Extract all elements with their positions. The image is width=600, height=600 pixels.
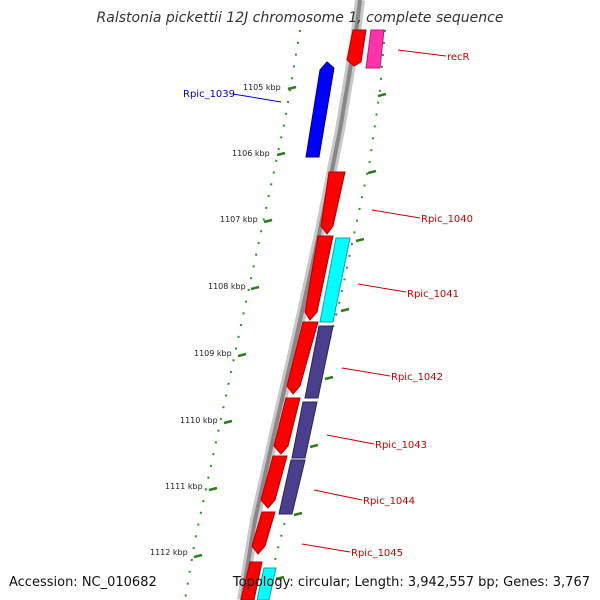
gene-label-rpic-1039: Rpic_1039 <box>183 89 235 100</box>
outer-kbp-tick <box>237 352 247 358</box>
kbp-label-1106: 1106 kbp <box>232 149 270 158</box>
gene-arrow-bottom-red <box>240 561 263 600</box>
gene-arrow-rpic-1039 <box>305 61 335 158</box>
kbp-label-1107: 1107 kbp <box>220 215 258 224</box>
leader-rpic-1042 <box>341 367 391 377</box>
gene-label-recR: recR <box>447 52 470 63</box>
inner-kbp-tick <box>377 92 387 98</box>
map-title: Ralstonia pickettii 12J chromosome 1, co… <box>96 10 504 26</box>
gene-arrow-rpic-1041-cyan <box>319 237 351 323</box>
outer-dotted-track <box>184 29 301 600</box>
inner-kbp-tick <box>324 375 334 381</box>
gene-arrow-recR <box>365 29 385 69</box>
leader-rpic-1039 <box>232 93 282 103</box>
outer-kbp-tick <box>223 419 233 425</box>
kbp-label-1108: 1108 kbp <box>208 282 246 291</box>
gene-arrow-rpic-1044-purple <box>278 459 306 515</box>
label-leader-lines <box>232 49 447 553</box>
gene-label-rpic-1041: Rpic_1041 <box>407 289 459 300</box>
gene-arrow-rpic-1041 <box>304 235 334 321</box>
inner-dotted-track <box>264 29 386 600</box>
gene-arrow-rpic-1042 <box>286 321 319 395</box>
leader-rpic-1044 <box>313 489 363 501</box>
kbp-label-1109: 1109 kbp <box>194 349 232 358</box>
outer-kbp-tick <box>250 285 260 291</box>
outer-kbp-tick <box>208 486 218 492</box>
inner-kbp-tick <box>340 307 350 313</box>
gene-arrow-rpic-1040 <box>320 171 346 235</box>
kbp-label-1110: 1110 kbp <box>180 416 218 425</box>
gene-arrow-bottom-cyan <box>256 567 277 600</box>
kbp-label-1111: 1111 kbp <box>165 482 203 491</box>
gene-label-rpic-1045: Rpic_1045 <box>351 548 403 559</box>
kbp-label-1112: 1112 kbp <box>150 548 188 557</box>
inner-kbp-tick <box>293 511 303 517</box>
gene-arrow-rpic-1043-purple <box>291 401 318 459</box>
gene-labels: recR Rpic_1039 Rpic_1040 Rpic_1041 Rpic_… <box>183 52 473 559</box>
gene-arrow-rpic-1043 <box>273 397 301 455</box>
leader-rpic-1041 <box>357 283 407 293</box>
gene-arrow-top-red <box>346 29 367 67</box>
inner-kbp-tick <box>309 443 319 449</box>
inner-kbp-tick <box>355 237 365 243</box>
outer-kbp-tick <box>276 151 286 157</box>
topology-summary: Topology: circular; Length: 3,942,557 bp… <box>232 575 590 590</box>
kbp-labels: 1105 kbp 1106 kbp 1107 kbp 1108 kbp 1109… <box>150 83 281 557</box>
gene-arrow-rpic-1045 <box>251 511 276 555</box>
outer-kbp-tick <box>263 218 273 224</box>
leader-recR <box>397 49 447 57</box>
outer-kbp-tick <box>287 85 297 91</box>
leader-rpic-1045 <box>301 543 351 553</box>
inner-kbp-tick <box>367 169 377 175</box>
gene-features <box>240 29 385 600</box>
inner-kbp-tick <box>275 575 285 581</box>
gene-label-rpic-1043: Rpic_1043 <box>375 440 427 451</box>
kbp-ticks <box>193 85 387 581</box>
dotted-guide-tracks <box>184 29 386 600</box>
leader-rpic-1040 <box>371 209 421 219</box>
gene-label-rpic-1042: Rpic_1042 <box>391 372 443 383</box>
gene-arrow-rpic-1042-purple <box>304 325 334 399</box>
kbp-label-1105: 1105 kbp <box>243 83 281 92</box>
gene-arrow-rpic-1044 <box>260 455 288 509</box>
outer-kbp-tick <box>193 553 203 559</box>
gene-label-rpic-1040: Rpic_1040 <box>421 214 473 225</box>
accession-label: Accession: NC_010682 <box>9 575 157 590</box>
gene-label-rpic-1044: Rpic_1044 <box>363 496 415 507</box>
leader-rpic-1043 <box>326 434 375 445</box>
